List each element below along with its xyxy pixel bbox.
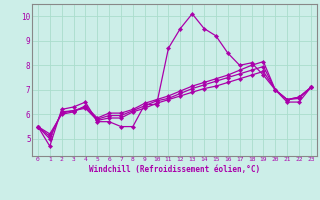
X-axis label: Windchill (Refroidissement éolien,°C): Windchill (Refroidissement éolien,°C) [89,165,260,174]
